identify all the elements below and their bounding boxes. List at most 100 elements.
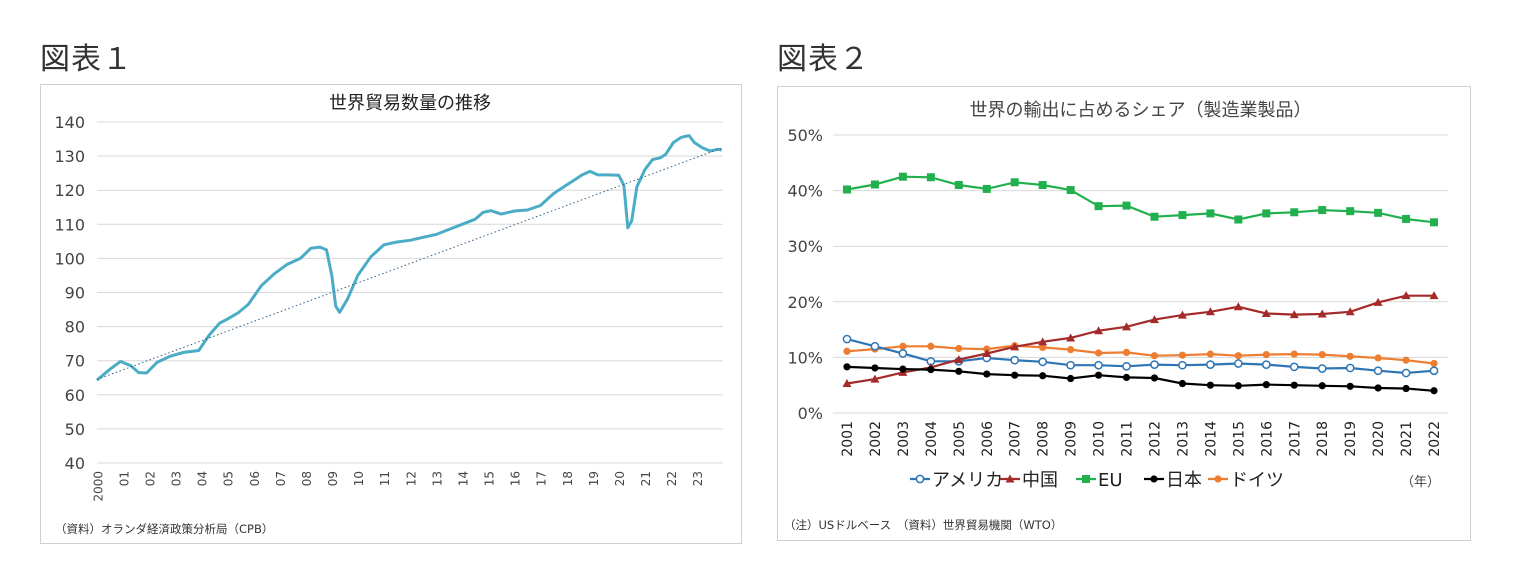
chart2-line-eu: [846, 175, 1435, 224]
chart2-point-japan: [983, 370, 991, 378]
chart2-point-eu: [1430, 218, 1439, 227]
chart2-point-china: [870, 374, 880, 383]
chart2-x-tick-label: 2015: [1231, 421, 1247, 457]
chart2-point-germany: [1039, 343, 1047, 351]
chart2-x-tick-label: 2007: [1008, 421, 1024, 457]
chart2-point-germany: [1206, 350, 1214, 358]
chart1-x-tick-label: 09: [326, 471, 340, 486]
chart2-point-eu: [1038, 181, 1047, 190]
chart1-y-tick-label: 60: [65, 386, 85, 405]
chart2-line-germany: [846, 344, 1435, 365]
chart2-point-america: [1233, 359, 1243, 368]
chart2-point-america: [1122, 361, 1131, 371]
chart1-x-tick-label: 22: [665, 471, 679, 486]
chart2-x-tick-label: 2002: [868, 421, 884, 457]
chart2-point-japan: [955, 367, 963, 375]
chart2-x-tick-label: 2022: [1427, 421, 1443, 457]
chart2-point-america: [1178, 360, 1187, 370]
chart2-x-tick-label: 2017: [1287, 421, 1303, 457]
chart1-x-tick-label: 23: [691, 471, 705, 486]
chart2-point-japan: [899, 365, 907, 373]
chart1-x-tick-label: 08: [300, 471, 314, 486]
chart2-y-tick-label: 10%: [787, 348, 823, 367]
chart2-point-china: [1066, 333, 1076, 342]
chart2-point-china: [1038, 337, 1048, 346]
chart2-title: 世界の輸出に占めるシェア（製造業製品）: [970, 100, 1312, 121]
chart1-x-tick-label: 05: [222, 471, 236, 486]
figure2-panel: 世界の輸出に占めるシェア（製造業製品） 0% 10% 20% 30% 40% 50% 2001…: [777, 86, 1471, 541]
chart2-point-japan: [1318, 382, 1326, 390]
chart2-point-eu: [982, 184, 991, 193]
chart2-point-china: [1261, 308, 1271, 317]
chart1-x-tick-label: 12: [404, 471, 418, 486]
chart2-point-america: [1317, 364, 1327, 373]
chart2-y-tick-label: 30%: [787, 237, 823, 256]
chart2-point-germany: [1402, 356, 1410, 364]
chart2-x-tick-label: 2018: [1315, 421, 1331, 457]
chart2-line-japan: [846, 365, 1435, 392]
chart1-title: 世界貿易数量の推移: [329, 93, 491, 114]
chart2-point-eu: [1374, 208, 1383, 217]
chart2-point-eu: [954, 181, 963, 190]
chart2-point-america: [1038, 357, 1048, 367]
chart2-x-tick-label: 2012: [1147, 421, 1163, 457]
chart2-point-eu: [1122, 201, 1131, 210]
chart2-point-china: [1122, 322, 1132, 331]
chart2-point-eu: [898, 172, 907, 181]
chart1-x-tick-label: 11: [378, 471, 392, 486]
chart2-point-america: [1010, 355, 1020, 365]
chart2-point-america: [1373, 366, 1383, 376]
chart1-series-line: [96, 134, 722, 382]
chart2-x-tick-label: 2013: [1175, 421, 1191, 457]
chart2-y-tick-label: 20%: [787, 293, 823, 312]
chart2-point-germany: [1094, 349, 1103, 357]
chart2-point-eu: [1066, 186, 1075, 195]
chart1-y-tick-label: 70: [65, 352, 85, 371]
chart2-point-eu: [1262, 209, 1271, 218]
chart2-series-china: [842, 291, 1439, 388]
chart2-year-unit: （年）: [1401, 475, 1440, 490]
chart2-point-america: [1150, 360, 1159, 369]
chart2-point-japan: [1262, 381, 1270, 389]
chart1-y-tick-label: 120: [54, 181, 85, 200]
chart1-x-tick-label: 01: [117, 471, 131, 486]
chart1-y-tick-label: 90: [65, 284, 85, 303]
chart2-point-china: [1149, 315, 1159, 324]
chart2-point-japan: [1234, 382, 1242, 390]
chart2-line-china: [846, 294, 1434, 385]
legend-marker-eu: [1082, 475, 1090, 483]
legend-label-eu: EU: [1098, 470, 1123, 491]
chart2-point-germany: [1067, 346, 1075, 354]
chart2-point-america: [898, 349, 908, 358]
legend-label-america: アメリカ: [932, 470, 1003, 491]
chart1-x-tick-label: 20: [613, 471, 627, 486]
chart1-y-tick-label: 130: [54, 147, 85, 166]
chart2-point-china: [1205, 307, 1215, 316]
chart2-point-eu: [870, 180, 879, 189]
chart2-x-tick-label: 2020: [1371, 421, 1387, 457]
chart2-point-america: [1289, 362, 1299, 372]
world-trade-volume-chart: 世界貿易数量の推移4050607080901001101201301402000…: [54, 93, 724, 502]
chart2-point-germany: [1122, 348, 1131, 356]
chart2-point-eu: [1010, 178, 1019, 187]
chart2-point-japan: [1374, 384, 1382, 392]
chart1-x-tick-label: 07: [274, 471, 288, 486]
legend-marker-china: [1005, 474, 1015, 483]
chart2-point-america: [842, 334, 852, 344]
chart2-x-tick-label: 2008: [1036, 421, 1052, 457]
figure1-source-note: （資料）オランダ経済政策分析局（CPB）: [55, 522, 274, 536]
chart1-x-tick-label: 21: [639, 471, 653, 486]
chart2-point-china: [1289, 310, 1299, 319]
chart2-point-germany: [955, 344, 963, 353]
chart2-point-japan: [1094, 371, 1103, 379]
chart2-point-america: [1094, 360, 1103, 370]
chart2-x-tick-label: 2006: [980, 421, 996, 457]
chart2-series-eu: [842, 172, 1439, 227]
chart1-y-tick-label: 50: [65, 420, 85, 439]
chart2-point-america: [1345, 363, 1355, 373]
chart1-trend-line: [96, 147, 724, 380]
chart1-x-tick-label: 06: [248, 471, 262, 486]
chart2-point-japan: [1402, 384, 1410, 393]
chart2-point-germany: [1430, 359, 1438, 368]
chart1-y-tick-label: 40: [65, 454, 85, 473]
